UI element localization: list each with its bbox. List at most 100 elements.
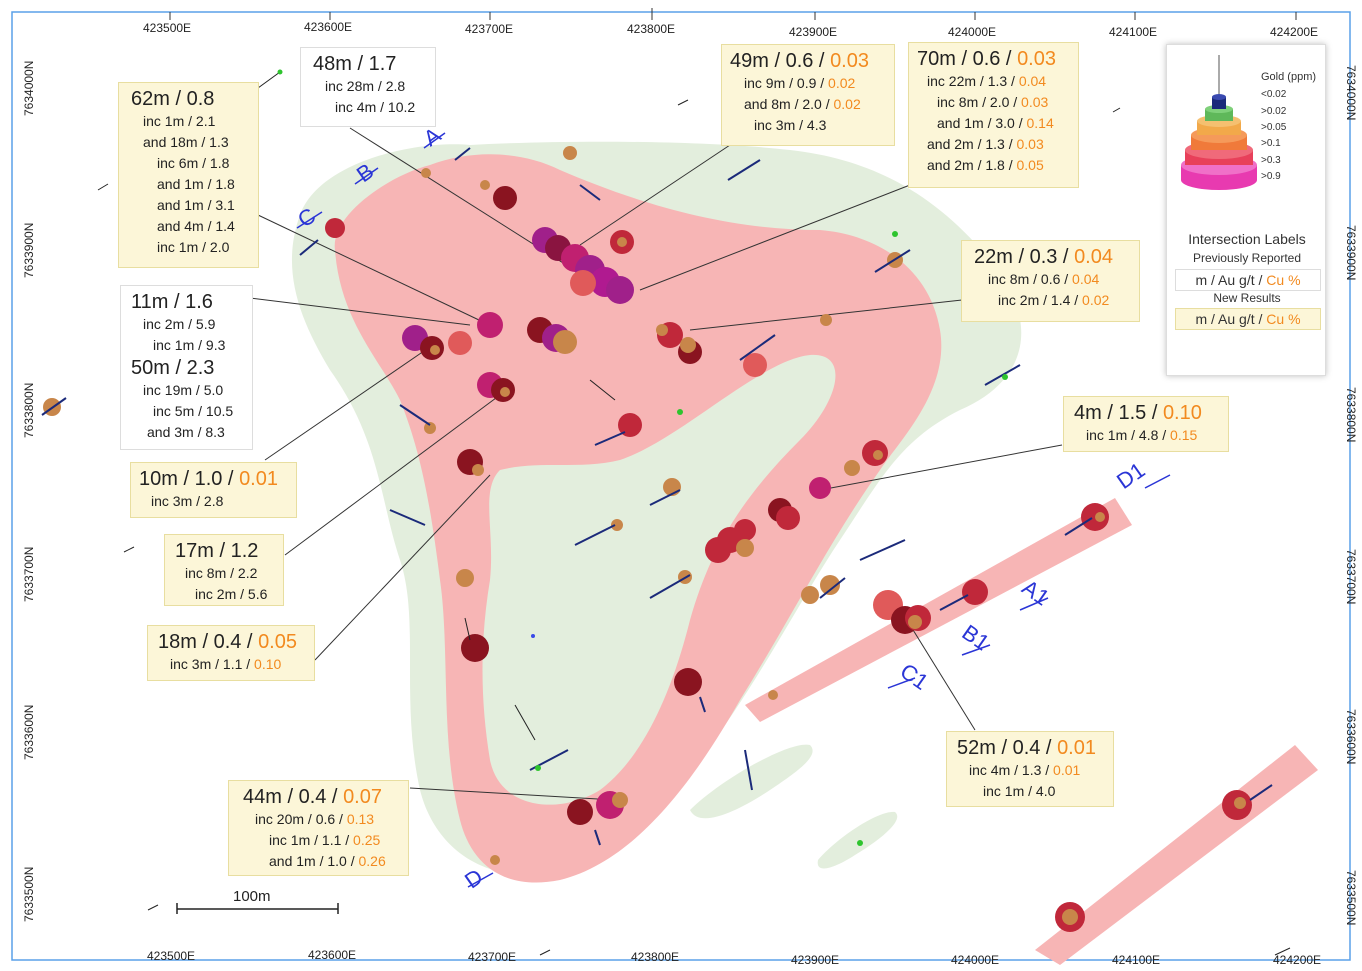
label-main-cu: 0.10 (1162, 402, 1202, 424)
label-sub: and 18m / 1.3 (143, 134, 229, 150)
label-sub: and 1m / 3.0 / (937, 115, 1027, 131)
label-sub: inc 1m / 2.1 (143, 113, 216, 129)
intersection-label-22m: 22m / 0.3 / 0.04 inc 8m / 0.6 / 0.04 inc… (961, 240, 1140, 322)
label-sub: and 8m / 2.0 / (744, 96, 834, 112)
label-sub: inc 4m / 10.2 (335, 99, 416, 115)
easting-top-5: 424000E (948, 25, 997, 39)
drill-traces (41, 147, 1273, 846)
label-main: 62m / 0.8 (131, 88, 215, 110)
legend-new-swatch: m / Au g/t / Cu % (1175, 308, 1321, 330)
section-lines (296, 132, 1171, 888)
legend-level: >0.1 (1261, 138, 1281, 149)
label-sub: inc 8m / 0.6 / (988, 271, 1073, 287)
blue-marker (531, 634, 535, 638)
easting-bottom-6: 424100E (1112, 953, 1161, 967)
label-sub: and 2m / 1.8 / (927, 157, 1017, 173)
label-sub-cu: 0.02 (833, 96, 861, 112)
label-sub: inc 1m / 9.3 (153, 337, 226, 353)
label-sub-cu: 0.03 (1021, 94, 1049, 110)
legend-new-results: New Results (1213, 291, 1281, 305)
label-sub: inc 8m / 2.2 (185, 565, 258, 581)
easting-top-6: 424100E (1109, 25, 1158, 39)
easting-top-4: 423900E (789, 25, 838, 39)
label-main-cu: 0.01 (1057, 737, 1096, 759)
label-sub-cu: 0.02 (1082, 292, 1110, 308)
high-grade-strip-1 (745, 498, 1132, 722)
easting-bottom-3: 423800E (631, 950, 680, 964)
label-sub: inc 9m / 0.9 / (744, 75, 829, 91)
legend-format-cu: Cu % (1266, 311, 1301, 327)
label-sub: inc 4m / 1.3 / (969, 762, 1054, 778)
legend-previously-reported: Previously Reported (1192, 251, 1302, 265)
easting-bottom-5: 424000E (951, 953, 1000, 967)
label-main: 11m / 1.6 (131, 291, 213, 313)
label-sub: inc 28m / 2.8 (325, 78, 406, 94)
label-sub-cu: 0.03 (1016, 136, 1044, 152)
label-sub-cu: 0.14 (1026, 115, 1054, 131)
legend-level: >0.9 (1261, 171, 1281, 182)
legend-intersection-title: Intersection Labels (1188, 231, 1306, 247)
label-sub-cu: 0.01 (1053, 762, 1081, 778)
label-sub: and 3m / 8.3 (147, 424, 225, 440)
label-sub: and 1m / 1.8 (157, 176, 235, 192)
northing-left-1: 7633900N (22, 222, 36, 278)
label-sub: and 1m / 1.0 / (269, 853, 359, 869)
label-sub-cu: 0.26 (358, 853, 386, 869)
legend-format: m / Au g/t / (1195, 272, 1267, 288)
easting-bottom-0: 423500E (147, 949, 196, 963)
label-main: 17m / 1.2 (175, 540, 259, 562)
label-main: 48m / 1.7 (313, 53, 397, 75)
label-sub-cu: 0.02 (828, 75, 856, 91)
label-main-cu: 0.01 (239, 468, 278, 490)
label-sub-cu: 0.10 (254, 656, 282, 672)
intersection-label-62m: 62m / 0.8 inc 1m / 2.1 and 18m / 1.3 inc… (118, 82, 259, 268)
easting-bottom-1: 423600E (308, 948, 357, 962)
label-main-cu: 0.04 (1074, 246, 1113, 268)
label-sub-cu: 0.05 (1016, 157, 1044, 173)
label-main: 4m / 1.5 / (1074, 402, 1163, 424)
northing-left-4: 7633600N (22, 704, 36, 760)
label-main: 52m / 0.4 / (957, 737, 1058, 759)
label-main-cu: 0.07 (343, 786, 382, 808)
minor-traces (97, 71, 1291, 956)
intersection-label-18m: 18m / 0.4 / 0.05 inc 3m / 1.1 / 0.10 (147, 625, 315, 681)
label-sub: inc 1m / 4.8 / (1086, 427, 1171, 443)
label-main-cu: 0.03 (830, 50, 869, 72)
label-sub: inc 6m / 1.8 (157, 155, 230, 171)
legend-previous-swatch: m / Au g/t / Cu % (1175, 269, 1321, 291)
scale-bar (176, 903, 339, 914)
legend-format-cu: Cu % (1266, 272, 1301, 288)
intersection-label-70m: 70m / 0.6 / 0.03 inc 22m / 1.3 / 0.04 in… (908, 42, 1079, 188)
legend-format: m / Au g/t / (1195, 311, 1267, 327)
label-main: 44m / 0.4 / (243, 786, 344, 808)
northing-left-2: 7633800N (22, 382, 36, 438)
easting-top-1: 423600E (304, 20, 353, 34)
northing-left-0: 7634000N (22, 60, 36, 116)
legend-level: <0.02 (1261, 89, 1287, 100)
intersection-label-49m: 49m / 0.6 / 0.03 inc 9m / 0.9 / 0.02 and… (721, 44, 895, 146)
legend-level: >0.3 (1261, 155, 1281, 166)
northing-right-2: 7633800N (1344, 387, 1358, 443)
label-main: 50m / 2.3 (131, 357, 215, 379)
label-sub: inc 3m / 4.3 (754, 117, 827, 133)
easting-top-3: 423800E (627, 22, 676, 36)
northing-left-3: 7633700N (22, 546, 36, 602)
label-sub: and 4m / 1.4 (157, 218, 235, 234)
intersection-label-48m: 48m / 1.7 inc 28m / 2.8 inc 4m / 10.2 (300, 47, 436, 127)
legend: Gold (ppm) <0.02 >0.02 >0.05 >0.1 >0.3 >… (1166, 44, 1326, 376)
label-sub: inc 3m / 1.1 / (170, 656, 255, 672)
easting-top-7: 424200E (1270, 25, 1319, 39)
intersection-label-10m: 10m / 1.0 / 0.01 inc 3m / 2.8 (130, 462, 297, 518)
intersection-label-11m-50m: 11m / 1.6 inc 2m / 5.9 inc 1m / 9.3 50m … (120, 285, 253, 450)
label-sub: inc 20m / 0.6 / (255, 811, 347, 827)
easting-top-0: 423500E (143, 21, 192, 35)
northing-right-4: 7633600N (1344, 709, 1358, 765)
northing-left-5: 7633500N (22, 866, 36, 922)
map-frame (11, 11, 1351, 961)
label-sub: inc 1m / 2.0 (157, 239, 230, 255)
label-sub-cu: 0.04 (1018, 73, 1047, 89)
label-sub: inc 8m / 2.0 / (937, 94, 1022, 110)
northing-right-3: 7633700N (1344, 549, 1358, 605)
gold-grade-cone-icon (1181, 55, 1257, 190)
